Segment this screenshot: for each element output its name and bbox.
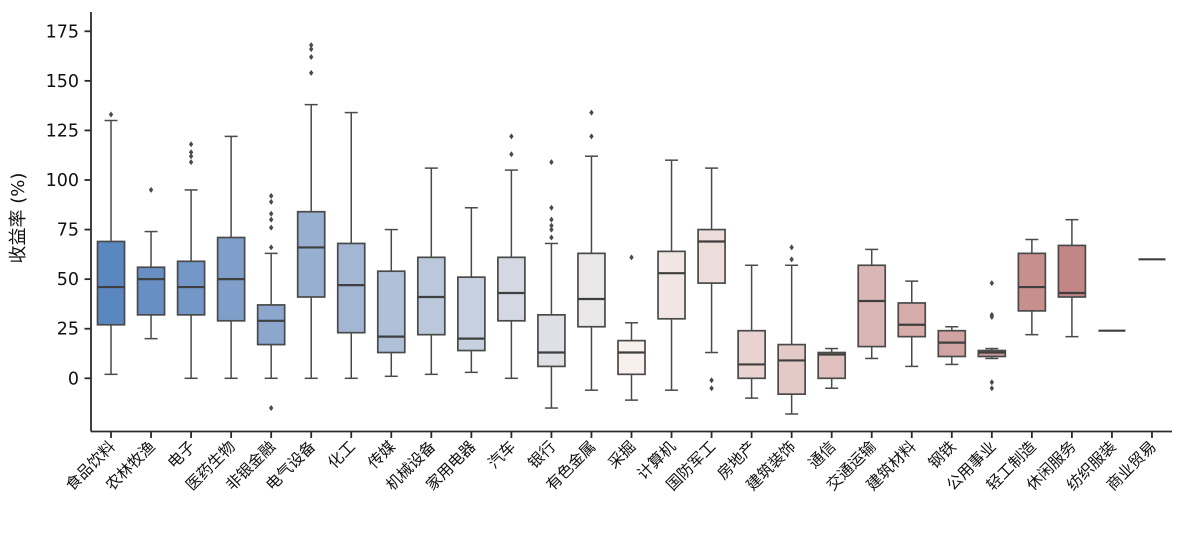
outlier-point bbox=[268, 210, 274, 217]
outlier-point bbox=[268, 198, 274, 205]
box-group-11: 银行 bbox=[525, 159, 566, 473]
box-rect bbox=[777, 343, 806, 396]
box-rect bbox=[897, 302, 927, 338]
outlier-point bbox=[188, 141, 194, 148]
outlier-point bbox=[509, 133, 514, 140]
x-tick-label: 汽车 bbox=[485, 438, 520, 473]
outlier-point bbox=[709, 377, 714, 384]
box-rect bbox=[617, 339, 646, 376]
y-tick-label: 0 bbox=[68, 369, 79, 389]
box-rect bbox=[817, 351, 847, 380]
x-tick-label: 化工 bbox=[324, 438, 359, 473]
y-tick-label: 25 bbox=[57, 320, 79, 340]
outlier-point bbox=[268, 244, 274, 251]
outlier-point bbox=[989, 379, 995, 386]
y-axis-label: 收益率 (%) bbox=[8, 173, 29, 264]
outlier-point bbox=[268, 216, 274, 223]
y-tick-label: 175 bbox=[46, 22, 79, 42]
box-group-26: 商业贸易 bbox=[1103, 258, 1166, 494]
box-rect bbox=[537, 313, 566, 368]
outlier-point bbox=[589, 109, 594, 116]
outlier-point bbox=[629, 254, 634, 261]
outlier-point bbox=[989, 385, 995, 392]
box-group-18: 通信 bbox=[805, 347, 847, 473]
y-tick-label: 100 bbox=[46, 171, 79, 191]
outlier-point bbox=[509, 151, 514, 158]
outlier-point bbox=[268, 224, 274, 231]
box-rect bbox=[376, 270, 406, 354]
x-tick-label: 电子 bbox=[164, 438, 199, 473]
outlier-point bbox=[549, 234, 554, 241]
outlier-point bbox=[549, 226, 554, 233]
x-tick-label: 通信 bbox=[805, 438, 840, 473]
outlier-point bbox=[549, 159, 554, 166]
outlier-point bbox=[789, 256, 794, 263]
outlier-point bbox=[989, 311, 995, 318]
box-group-16: 房地产 bbox=[714, 264, 766, 483]
box-group-0: 食品饮料 bbox=[62, 111, 126, 494]
box-rect bbox=[336, 242, 366, 334]
outlier-point bbox=[309, 46, 314, 53]
outlier-point bbox=[309, 42, 314, 49]
outlier-point bbox=[188, 153, 194, 160]
outlier-point bbox=[309, 54, 314, 61]
x-tick-label: 钢铁 bbox=[925, 438, 960, 473]
outlier-point bbox=[188, 149, 194, 156]
outlier-point bbox=[268, 405, 274, 412]
box-rect bbox=[96, 240, 126, 326]
box-rect bbox=[296, 210, 326, 298]
box-group-13: 采掘 bbox=[605, 254, 646, 473]
outlier-point bbox=[108, 111, 114, 118]
outlier-point bbox=[989, 280, 995, 287]
box-rect bbox=[857, 264, 887, 348]
outlier-point bbox=[549, 204, 554, 211]
y-tick-label: 125 bbox=[46, 121, 79, 141]
box-group-14: 计算机 bbox=[633, 159, 686, 483]
outlier-point bbox=[589, 133, 594, 140]
box-group-6: 化工 bbox=[324, 111, 366, 473]
x-tick-label: 银行 bbox=[525, 438, 560, 473]
y-tick-label: 150 bbox=[46, 72, 79, 92]
box-group-10: 汽车 bbox=[485, 133, 526, 473]
box-group-22: 公用事业 bbox=[943, 280, 1007, 494]
box-group-7: 传媒 bbox=[364, 228, 406, 472]
outlier-point bbox=[188, 159, 194, 166]
y-tick-label: 75 bbox=[57, 221, 79, 241]
x-tick-label: 采掘 bbox=[605, 438, 640, 473]
outlier-point bbox=[309, 69, 314, 76]
y-tick-label: 50 bbox=[57, 270, 79, 290]
outlier-point bbox=[709, 385, 714, 392]
box-rect bbox=[697, 228, 726, 284]
outlier-point bbox=[549, 222, 554, 229]
outlier-point bbox=[789, 244, 794, 251]
box-rect bbox=[497, 256, 526, 322]
box-rect bbox=[657, 250, 686, 320]
outlier-point bbox=[268, 192, 274, 199]
outlier-point bbox=[148, 186, 154, 193]
box-rect bbox=[1057, 244, 1087, 298]
box-rect bbox=[737, 329, 766, 380]
box-rect bbox=[577, 252, 606, 328]
box-rect bbox=[136, 266, 166, 316]
box-rect bbox=[1017, 252, 1047, 312]
box-group-2: 电子 bbox=[164, 141, 206, 473]
box-rect bbox=[256, 304, 286, 346]
outlier-point bbox=[549, 216, 554, 223]
box-group-21: 钢铁 bbox=[925, 325, 967, 473]
x-tick-label: 传媒 bbox=[364, 437, 399, 472]
